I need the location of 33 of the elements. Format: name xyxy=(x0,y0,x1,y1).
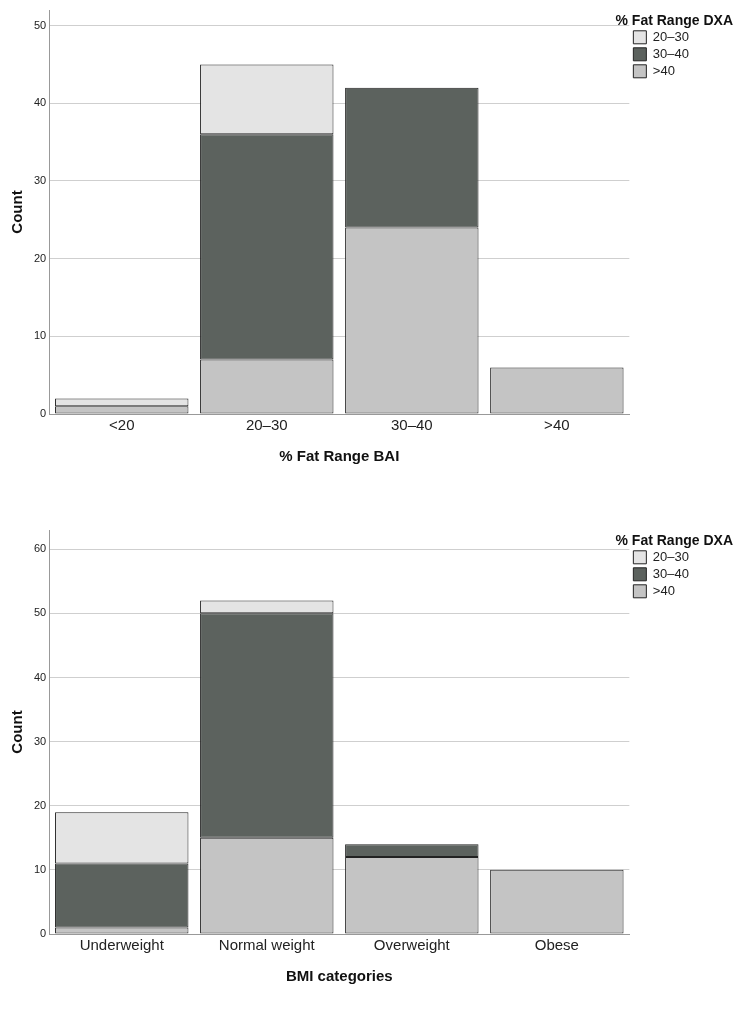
legend-label: >40 xyxy=(652,582,675,598)
y-axis-title: Count xyxy=(8,710,26,754)
x-axis-title: BMI categories xyxy=(285,967,393,985)
x-tick-label: 20–30 xyxy=(245,416,288,434)
legend-label: >40 xyxy=(652,62,675,78)
y-tick-label: 0 xyxy=(40,927,47,940)
y-tick-label: 30 xyxy=(33,734,47,747)
y-tick-label: 40 xyxy=(33,96,47,109)
x-tick-label: Obese xyxy=(534,936,579,954)
y-tick-label: 40 xyxy=(33,670,47,683)
y-tick-label: 60 xyxy=(33,542,47,555)
legend-label: 30–40 xyxy=(652,45,690,61)
y-tick-label: 20 xyxy=(33,251,47,264)
y-tick-label: 50 xyxy=(33,18,47,31)
y-tick-label: 10 xyxy=(33,862,47,875)
legend-title: % Fat Range DXA xyxy=(615,12,733,28)
x-tick-label: Underweight xyxy=(79,936,165,954)
x-axis-title: % Fat Range BAI xyxy=(279,447,400,465)
legend-label: 20–30 xyxy=(652,548,690,564)
x-tick-label: Normal weight xyxy=(218,936,316,954)
x-tick-label: >40 xyxy=(544,416,570,434)
y-tick-label: 30 xyxy=(33,173,47,186)
y-tick-label: 10 xyxy=(33,329,47,342)
legend-label: 30–40 xyxy=(652,565,690,581)
x-tick-label: 30–40 xyxy=(390,416,433,434)
y-axis-title: Count xyxy=(8,190,26,234)
legend-title: % Fat Range DXA xyxy=(615,532,733,548)
x-tick-label: <20 xyxy=(109,416,135,434)
legend-label: 20–30 xyxy=(652,28,690,44)
y-tick-label: 0 xyxy=(40,407,47,420)
x-tick-label: Overweight xyxy=(373,936,451,954)
y-tick-label: 50 xyxy=(33,606,47,619)
y-tick-label: 20 xyxy=(33,798,47,811)
